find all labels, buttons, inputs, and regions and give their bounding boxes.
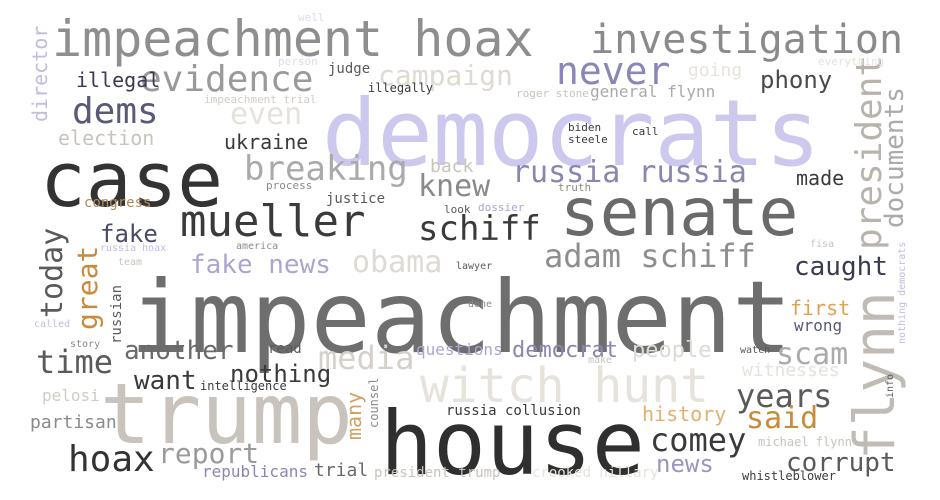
word-back: back (430, 156, 474, 177)
word-pelosi: pelosi (42, 386, 100, 405)
word-make: make (588, 355, 613, 366)
word-intelligence: intelligence (200, 379, 287, 393)
word-obama: obama (352, 245, 443, 280)
word-team: team (118, 257, 143, 268)
word-call: call (632, 125, 659, 138)
word-counsel: counsel (367, 377, 381, 428)
word-corrupt: corrupt (786, 448, 896, 478)
word-phony: phony (760, 66, 833, 94)
word-caught: caught (794, 252, 888, 282)
word-even: even (230, 97, 303, 132)
word-wrong: wrong (794, 316, 843, 335)
word-judge: judge (328, 61, 371, 77)
word-fisa: fisa (810, 239, 835, 250)
word-today: today (35, 227, 70, 318)
word-illegal: illegal (76, 68, 161, 92)
word-investigation: investigation (590, 17, 904, 63)
word-impeachment-trial: impeachment trial (204, 93, 317, 106)
word-general-flynn: general flynn (590, 82, 716, 101)
word-story: story (70, 339, 101, 350)
word-nothing: nothing (230, 360, 332, 388)
word-schiff: schiff (418, 209, 541, 249)
word-republicans: republicans (202, 462, 308, 481)
word-breaking: breaking (244, 149, 408, 189)
word-everything: everything (818, 55, 885, 68)
word-never: never (556, 49, 671, 93)
word-many: many (342, 391, 366, 440)
word-another: another (124, 336, 234, 366)
word-read: read (268, 341, 302, 357)
word-evidence: evidence (140, 59, 314, 100)
word-crooked-hillary: crooked hillary (532, 465, 659, 481)
word-trump: trump (100, 365, 353, 463)
word-people: people (632, 338, 712, 363)
word-roger-stone: roger stone (516, 87, 589, 100)
word-mueller: mueller (180, 196, 366, 247)
word-lawyer: lawyer (456, 261, 493, 272)
word-report: report (158, 437, 260, 470)
word-watch: watch (740, 345, 771, 356)
word-questions: questions (416, 340, 503, 359)
word-ukraine: ukraine (224, 130, 309, 154)
word-first: first (790, 296, 851, 320)
word-trial: trial (314, 460, 369, 481)
word-fake: fake (100, 220, 158, 248)
word-justice: justice (326, 191, 386, 207)
word-dems: dems (72, 91, 159, 132)
word-whistleblower: whistleblower (742, 469, 836, 483)
word-hoax: hoax (68, 439, 155, 480)
word-person: person (278, 55, 318, 68)
word-media: media (318, 339, 415, 377)
word-truth: truth (558, 181, 592, 194)
word-said: said (746, 401, 819, 436)
word-election: election (58, 126, 155, 150)
word-time: time (36, 343, 114, 381)
word-president-trump: president trump (374, 465, 501, 481)
word-witnesses: witnesses (742, 360, 840, 381)
word-democrats: democrats (322, 80, 821, 187)
word-great: great (71, 245, 104, 330)
word-made: made (796, 166, 845, 190)
word-history: history (642, 402, 727, 426)
word-senate: senate (560, 174, 799, 251)
word-scam: scam (776, 337, 849, 372)
word-adam-schiff: adam schiff (544, 237, 756, 275)
word-witch-hunt: witch hunt (420, 358, 709, 414)
word-steele: steele (568, 133, 608, 146)
word-nothing-democrats: nothing democrats (897, 241, 908, 344)
word-biden: biden (568, 121, 602, 134)
word-house: house (380, 392, 645, 495)
word-michael-flynn: michael flynn (758, 435, 852, 449)
word-look: look (444, 203, 471, 216)
word-america: america (236, 241, 279, 252)
word-documents: documents (880, 87, 910, 228)
word-news: news (656, 450, 714, 478)
word-going: going (688, 60, 743, 81)
word-congress: congress (84, 195, 152, 211)
word-info: info (885, 373, 896, 398)
word-process: process (266, 179, 313, 192)
word-knew: knew (418, 169, 491, 204)
word-russia-hoax: russia hoax (100, 243, 167, 254)
word-years: years (736, 377, 833, 415)
word-russian: russian (109, 284, 125, 344)
word-russia-russia: russia russia (512, 155, 747, 190)
word-done: done (468, 299, 493, 310)
word-illegally: illegally (368, 81, 434, 95)
word-russia-collusion: russia collusion (446, 403, 581, 419)
word-fake-news: fake news (190, 250, 331, 280)
word-partisan: partisan (30, 412, 117, 433)
word-dossier: dossier (478, 201, 525, 214)
word-well: well (298, 11, 325, 24)
word-want: want (134, 366, 197, 396)
word-democrat: democrat (512, 338, 618, 363)
word-director: director (28, 25, 52, 122)
word-campaign: campaign (378, 59, 513, 92)
word-case: case (40, 135, 224, 224)
word-impeachment: impeachment (130, 259, 793, 376)
word-comey: comey (650, 421, 747, 459)
word-impeachment-hoax: impeachment hoax (52, 10, 534, 68)
word-called: called (34, 319, 71, 330)
